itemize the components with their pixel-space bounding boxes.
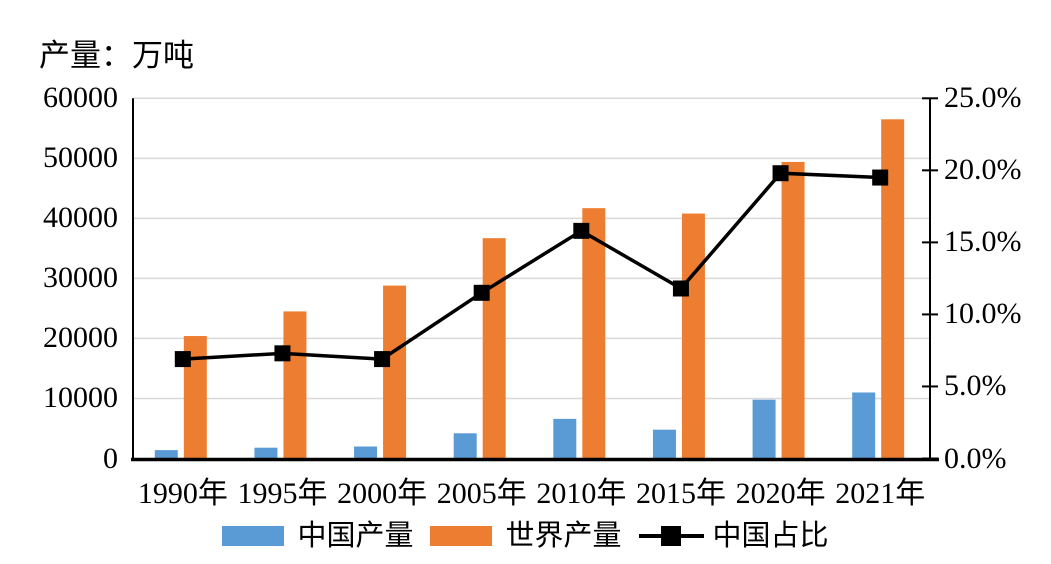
china-share-marker <box>872 169 889 186</box>
x-axis-category-label: 2015年 <box>635 477 726 510</box>
bar-china-production <box>752 399 776 459</box>
bar-china-production <box>453 433 477 459</box>
china-share-marker <box>473 284 490 301</box>
china-share-marker <box>573 222 590 239</box>
world-production-swatch <box>430 526 493 546</box>
left-axis-tick-label: 20000 <box>43 321 118 355</box>
left-axis-tick-label: 50000 <box>43 141 118 175</box>
bar-china-production <box>652 429 676 459</box>
right-axis-tick-label: 20.0% <box>944 153 1022 187</box>
bar-world-production <box>881 119 905 459</box>
legend-item-china-share: 中国占比 <box>638 520 829 552</box>
legend: 中国产量 世界产量 中国占比 <box>0 521 1051 551</box>
left-axis-tick-label: 0 <box>103 441 118 475</box>
bar-china-production <box>354 446 378 459</box>
china-share-line <box>182 171 881 361</box>
bar-china-production <box>852 392 876 459</box>
x-axis-category-label: 2010年 <box>536 477 627 510</box>
left-axis-tick-label: 10000 <box>43 381 118 415</box>
legend-label-china-share: 中国占比 <box>712 520 829 552</box>
china-share-marker <box>772 165 789 182</box>
left-axis-title: 产量：万吨 <box>39 38 194 73</box>
legend-item-world-production: 世界产量 <box>430 520 622 552</box>
legend-label-china-production: 中国产量 <box>297 520 414 552</box>
china-share-marker <box>374 351 391 368</box>
right-axis-tick-label: 15.0% <box>944 225 1022 259</box>
bar-world-production <box>283 311 307 459</box>
china-share-line-swatch <box>638 526 704 546</box>
x-axis-category-label: 2005年 <box>436 477 527 510</box>
right-axis-tick-label: 10.0% <box>944 297 1022 331</box>
bar-world-production <box>383 285 407 459</box>
china-share-marker <box>174 351 191 368</box>
bar-china-production <box>154 450 178 459</box>
x-axis-category-label: 2021年 <box>835 477 926 510</box>
china-share-marker <box>672 280 689 297</box>
china-share-marker <box>274 345 291 362</box>
bar-china-production <box>553 418 577 459</box>
right-axis-tick-label: 5.0% <box>944 369 1007 403</box>
bar-china-production <box>254 447 278 459</box>
legend-item-china-production: 中国产量 <box>222 521 413 551</box>
bar-world-production <box>681 213 705 459</box>
left-axis-tick-label: 40000 <box>43 201 118 235</box>
legend-label-world-production: 世界产量 <box>505 520 622 552</box>
x-axis-category-label: 2000年 <box>337 477 428 510</box>
x-axis-category-label: 1995年 <box>237 477 328 510</box>
china-production-swatch <box>222 526 285 546</box>
left-axis-tick-label: 30000 <box>43 261 118 295</box>
right-axis-tick-label: 25.0% <box>944 81 1022 115</box>
china-share-marker-icon <box>660 526 681 546</box>
x-axis-category-label: 2020年 <box>735 477 826 510</box>
bar-world-production <box>482 238 506 459</box>
left-axis-tick-label: 60000 <box>43 81 118 115</box>
x-axis-category-label: 1990年 <box>137 477 228 510</box>
bar-world-production <box>582 208 606 459</box>
right-axis-tick-label: 0.0% <box>944 441 1007 475</box>
bar-world-production <box>781 161 805 459</box>
